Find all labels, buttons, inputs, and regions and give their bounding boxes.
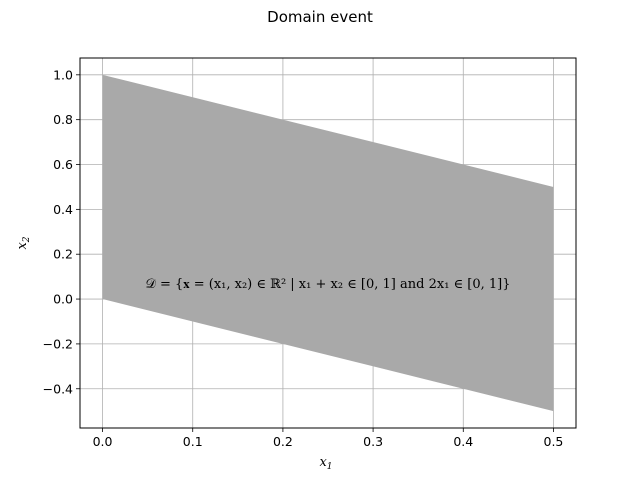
data-area [102,74,554,412]
y-tick-label: 0.8 [53,112,73,127]
domain-annotation: 𝒟 = {𝐱 = (x₁, x₂) ∈ ℝ² | x₁ + x₂ ∈ [0, 1… [145,277,510,292]
y-ticks: −0.4 −0.2 0.0 0.2 0.4 0.6 0.8 1.0 [43,67,80,396]
x-ticks: 0.0 0.1 0.2 0.3 0.4 0.5 [93,428,564,449]
y-tick-label: 0.2 [53,247,73,262]
x-axis-label: x1 [319,455,332,472]
y-tick-label: 0.0 [53,292,73,307]
y-tick-label: −0.2 [43,336,73,351]
plot-frame [79,57,577,429]
x-tick-label: 0.2 [273,434,293,449]
annotation-group: 𝒟 = {𝐱 = (x₁, x₂) ∈ ℝ² | x₁ + x₂ ∈ [0, 1… [145,277,510,292]
y-tick-label: 0.4 [53,202,73,217]
x-tick-label: 0.1 [183,434,203,449]
x-tick-label: 0.0 [93,434,113,449]
y-tick-label: 0.6 [53,157,73,172]
x-tick-label: 0.5 [544,434,564,449]
y-axis-label-subscript: 2 [22,236,32,243]
x-tick-label: 0.4 [453,434,473,449]
y-tick-label: −0.4 [43,381,73,396]
x-axis-label-subscript: 1 [327,462,333,472]
y-axis-label: x2 [15,236,32,249]
chart-title: Domain event [267,8,373,26]
x-tick-label: 0.3 [363,434,383,449]
y-tick-label: 1.0 [53,67,73,82]
domain-fill [102,74,554,412]
